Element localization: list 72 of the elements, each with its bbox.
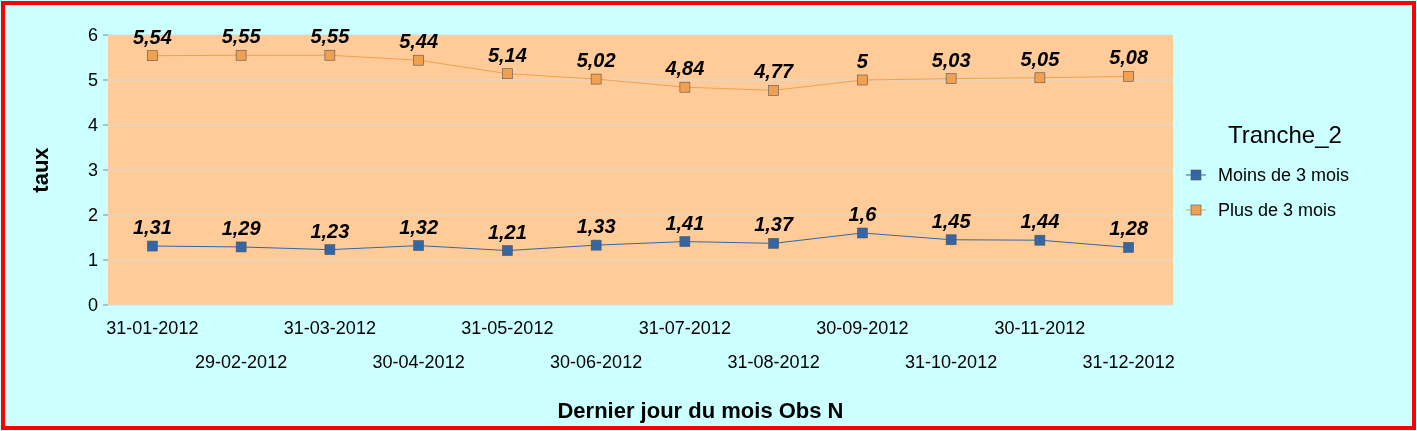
x-tick-label: 30-09-2012 [816, 318, 909, 338]
data-label: 1,33 [576, 215, 616, 238]
point [502, 68, 513, 79]
point [413, 240, 424, 251]
data-label: 1,6 [848, 203, 878, 225]
data-label: 4,77 [753, 60, 794, 83]
point [324, 244, 336, 255]
data-label: 1,21 [487, 220, 527, 243]
point [235, 241, 247, 253]
legend-label: Moins de 3 mois [1218, 165, 1350, 186]
y-tick-label: 3 [87, 160, 98, 181]
y-tick-label: 0 [87, 295, 98, 316]
x-tick-label: 31-05-2012 [461, 318, 554, 338]
x-tick-label: 30-04-2012 [372, 352, 465, 372]
point [147, 50, 158, 61]
data-label: 5 [856, 50, 869, 72]
x-tick-label: 31-10-2012 [905, 352, 998, 372]
y-tick-label: 1 [87, 250, 98, 271]
point [1123, 242, 1134, 253]
point [1034, 234, 1046, 246]
data-label: 5,14 [487, 43, 527, 66]
point [413, 54, 424, 66]
point [857, 74, 868, 86]
data-label: 1,32 [399, 215, 439, 238]
point [1034, 72, 1046, 84]
data-label: 1,29 [221, 216, 262, 239]
x-tick-label: 31-01-2012 [106, 318, 199, 338]
legend-label: Plus de 3 mois [1218, 200, 1337, 221]
data-label: 5,55 [310, 25, 351, 48]
x-tick-label: 31-08-2012 [727, 352, 820, 372]
y-tick-label: 6 [87, 25, 98, 46]
data-label: 1,37 [754, 213, 794, 236]
point [857, 227, 868, 239]
point [502, 245, 513, 256]
point [945, 73, 957, 84]
point [945, 234, 957, 246]
data-label: 5,44 [399, 30, 439, 53]
data-label: 5,03 [931, 48, 971, 71]
point [590, 239, 602, 251]
x-tick-label: 29-02-2012 [195, 352, 288, 372]
x-axis-title: Dernier jour du mois Obs N [557, 398, 844, 423]
y-tick-label: 2 [87, 205, 98, 226]
x-tick-label: 31-07-2012 [638, 318, 731, 338]
data-label: 1,45 [931, 209, 972, 232]
data-label: 1,44 [1020, 210, 1060, 233]
x-tick-label: 31-12-2012 [1082, 352, 1175, 372]
point [679, 236, 691, 247]
y-tick-label: 4 [87, 115, 98, 136]
data-label: 5,02 [576, 49, 616, 72]
y-axis-title: taux [28, 146, 53, 193]
data-label: 5,54 [132, 25, 172, 48]
point [1123, 71, 1134, 82]
legend-title: Tranche_2 [1228, 121, 1342, 148]
data-label: 1,23 [310, 219, 350, 242]
point [768, 85, 779, 96]
y-tick-label: 5 [87, 70, 98, 91]
data-label: 1,28 [1109, 217, 1149, 240]
point [590, 73, 602, 85]
point [679, 81, 691, 93]
x-tick-label: 31-03-2012 [283, 318, 376, 338]
x-tick-label: 30-06-2012 [550, 352, 643, 372]
data-label: 1,31 [132, 216, 172, 239]
data-label: 1,41 [665, 211, 705, 234]
data-label: 5,55 [221, 25, 262, 48]
point [147, 240, 158, 252]
data-label: 4,84 [664, 57, 705, 80]
point [235, 49, 247, 61]
x-tick-label: 30-11-2012 [994, 318, 1086, 338]
data-label: 5,08 [1109, 46, 1149, 69]
point [768, 238, 779, 249]
data-label: 5,05 [1020, 47, 1061, 70]
point [324, 49, 336, 61]
